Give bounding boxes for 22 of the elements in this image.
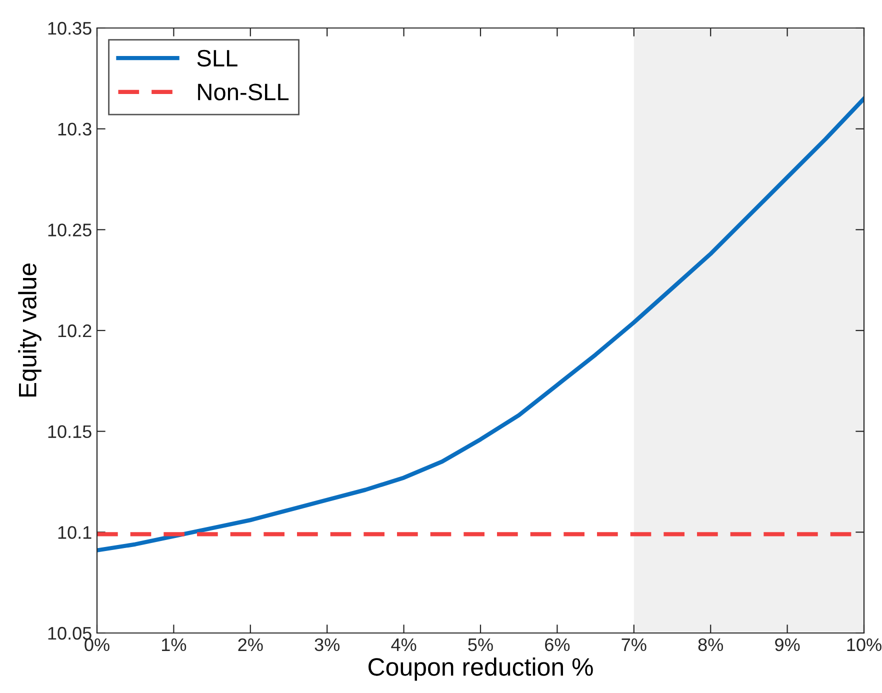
x-tick-label: 6% bbox=[545, 638, 570, 652]
x-tick-label: 10% bbox=[847, 638, 882, 652]
x-tick-label: 5% bbox=[468, 638, 493, 652]
x-tick-label: 0% bbox=[84, 638, 110, 652]
y-tick-label: 10.05 bbox=[48, 626, 92, 640]
y-axis-title: Equity value bbox=[18, 264, 42, 397]
y-tick-label: 10.1 bbox=[58, 526, 92, 539]
legend-label: Non-SLL bbox=[198, 84, 289, 100]
x-tick-label: 1% bbox=[162, 638, 186, 652]
x-tick-label: 2% bbox=[238, 638, 263, 652]
x-tick-label: 8% bbox=[698, 638, 724, 652]
y-tick-label: 10.2 bbox=[58, 324, 92, 338]
y-tick-label: 10.15 bbox=[48, 425, 92, 438]
y-tick-label: 10.25 bbox=[48, 224, 92, 236]
x-tick-label: 7% bbox=[622, 638, 646, 652]
x-tick-label: 9% bbox=[775, 638, 800, 652]
legend-label: SLL bbox=[197, 50, 238, 67]
y-tick-label: 10.3 bbox=[58, 122, 92, 136]
x-tick-label: 3% bbox=[314, 638, 340, 652]
x-axis-title: Coupon reduction % bbox=[368, 657, 593, 681]
x-tick-label: 4% bbox=[391, 638, 416, 652]
y-tick-label: 10.35 bbox=[48, 22, 92, 35]
